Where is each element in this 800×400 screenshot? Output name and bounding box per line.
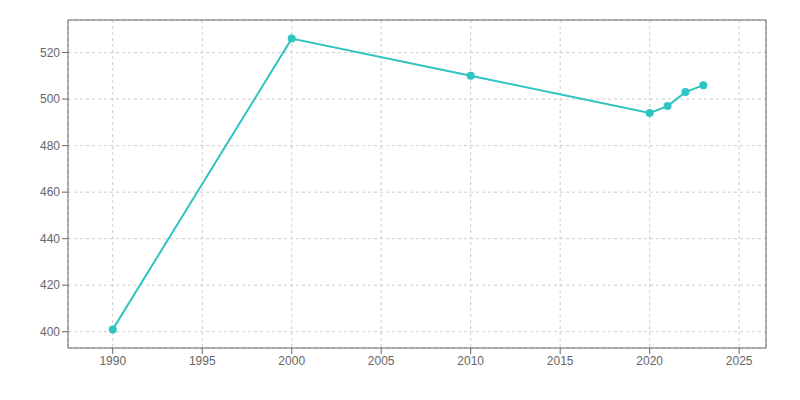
- svg-text:400: 400: [40, 325, 60, 339]
- svg-text:480: 480: [40, 139, 60, 153]
- svg-text:2015: 2015: [547, 354, 574, 368]
- svg-text:460: 460: [40, 185, 60, 199]
- svg-text:420: 420: [40, 278, 60, 292]
- svg-text:2000: 2000: [278, 354, 305, 368]
- svg-text:1995: 1995: [189, 354, 216, 368]
- svg-text:440: 440: [40, 232, 60, 246]
- svg-text:2010: 2010: [457, 354, 484, 368]
- svg-text:520: 520: [40, 46, 60, 60]
- svg-text:2025: 2025: [726, 354, 753, 368]
- svg-text:1990: 1990: [99, 354, 126, 368]
- svg-text:2020: 2020: [636, 354, 663, 368]
- svg-text:2005: 2005: [368, 354, 395, 368]
- svg-text:500: 500: [40, 92, 60, 106]
